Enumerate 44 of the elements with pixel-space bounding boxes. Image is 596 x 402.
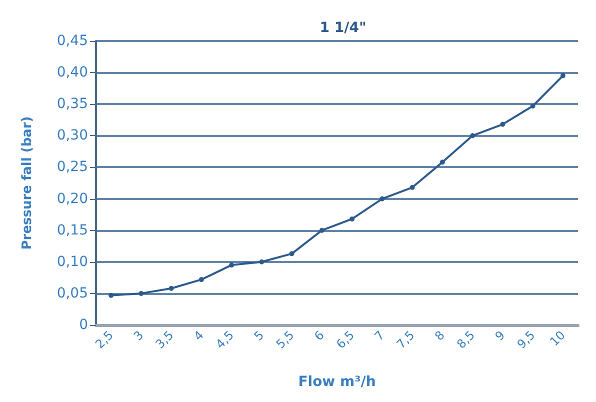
point	[500, 122, 506, 127]
point	[198, 277, 204, 282]
y-tick-label: 0	[79, 317, 88, 333]
y-axis-title: Pressure fall (bar)	[20, 116, 35, 250]
point	[440, 160, 445, 165]
x-tick-label: 10	[547, 328, 568, 349]
point	[470, 133, 476, 138]
x-tick-label: 9	[492, 328, 508, 344]
x-tick-label: 5,5	[273, 328, 297, 352]
x-tick-label: 3,5	[152, 328, 176, 352]
point	[380, 196, 385, 202]
chart-title: 1 1/4"	[320, 20, 366, 36]
x-tick-label: 6	[312, 328, 327, 344]
x-tick-label: 8	[432, 328, 448, 344]
y-tick-label: 0,35	[56, 96, 88, 112]
x-axis-title: Flow m³/h	[298, 374, 376, 390]
point	[259, 259, 264, 264]
x-tick-label: 8,5	[454, 328, 478, 352]
point	[289, 251, 294, 256]
point	[560, 73, 566, 78]
y-tick-label: 0,40	[56, 64, 88, 81]
x-tick-label: 4,5	[213, 328, 237, 352]
y-tick-label: 0,30	[56, 128, 88, 144]
point	[229, 262, 234, 268]
x-tick-label: 7,5	[394, 328, 418, 352]
y-tick-label: 0,20	[56, 190, 88, 207]
y-tick-label: 0,25	[56, 159, 88, 176]
y-tick-label: 0,05	[56, 285, 88, 302]
y-tick-label: 0,15	[56, 222, 88, 238]
y-tick-label: 0,10	[56, 254, 88, 270]
point	[168, 286, 174, 291]
point	[410, 184, 415, 190]
x-tick-label: 5	[251, 328, 267, 344]
point	[108, 292, 114, 298]
x-tick-label: 4	[191, 328, 206, 344]
point	[319, 228, 324, 233]
point	[350, 216, 355, 222]
x-tick-label: 6,5	[334, 328, 358, 352]
y-tick-label: 0,45	[56, 33, 88, 49]
point	[138, 290, 144, 296]
x-tick-label: 7	[372, 328, 388, 344]
x-tick-label: 3	[130, 328, 146, 344]
x-tick-label: 2,5	[92, 328, 116, 352]
x-tick-label: 9,5	[514, 328, 538, 352]
